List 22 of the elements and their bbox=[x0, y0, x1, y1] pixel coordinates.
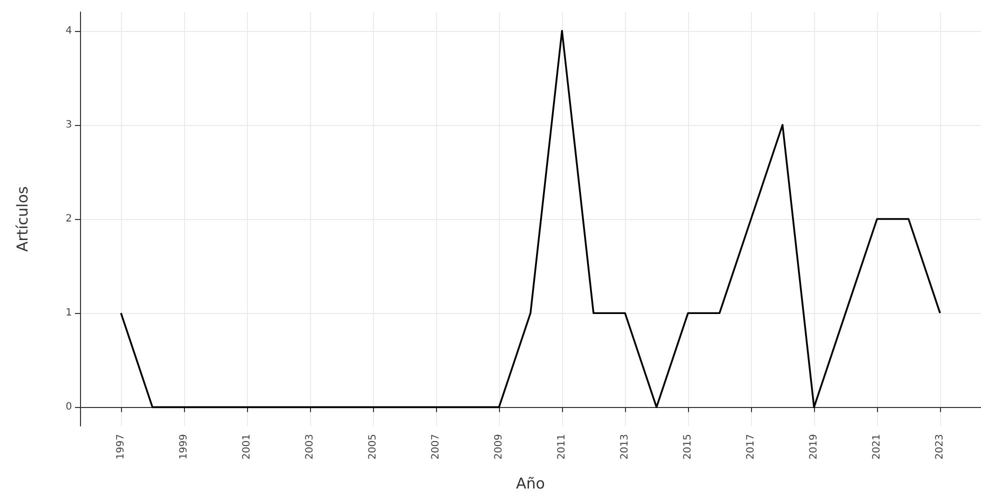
x-tick-label: 2007 bbox=[430, 434, 442, 460]
y-tick-label: 2 bbox=[66, 214, 72, 224]
x-tick-label: 2013 bbox=[620, 434, 631, 460]
y-tick-label: 3 bbox=[66, 119, 72, 130]
x-axis-title: Año bbox=[516, 474, 545, 492]
x-tick-label: 2015 bbox=[682, 434, 694, 460]
x-tick-label: 2019 bbox=[808, 434, 820, 460]
x-tick-label: 2011 bbox=[556, 434, 568, 460]
x-tick-label: 2009 bbox=[493, 434, 504, 460]
x-tick-label: 1997 bbox=[115, 434, 126, 460]
x-tick-label: 1999 bbox=[178, 434, 190, 460]
line-series bbox=[120, 30, 941, 408]
y-tick-label: 4 bbox=[66, 25, 72, 36]
x-tick-label: 2021 bbox=[872, 434, 883, 460]
x-tick-label: 2001 bbox=[241, 434, 252, 460]
y-tick-label: 1 bbox=[66, 308, 72, 319]
y-tick-label: 0 bbox=[66, 402, 72, 413]
x-tick-label: 2003 bbox=[304, 434, 316, 460]
x-tick-label: 2023 bbox=[934, 434, 946, 460]
x-tick-label: 2005 bbox=[367, 434, 378, 460]
y-axis-title: Artículos bbox=[14, 186, 32, 252]
x-tick-label: 2017 bbox=[746, 434, 757, 460]
